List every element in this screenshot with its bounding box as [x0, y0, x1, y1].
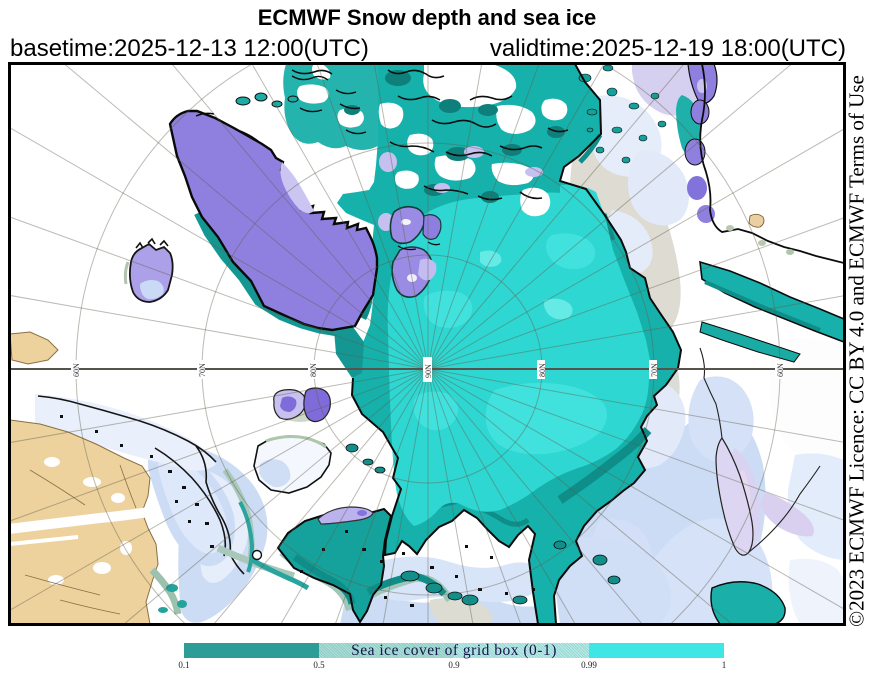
svg-text:80N: 80N: [309, 363, 318, 377]
svg-text:70N: 70N: [198, 363, 207, 377]
svg-text:60N: 60N: [776, 363, 785, 377]
svg-text:60N: 60N: [72, 363, 81, 377]
svg-text:90N: 90N: [424, 364, 433, 378]
svg-text:70N: 70N: [650, 363, 659, 377]
svg-text:80N: 80N: [538, 363, 547, 377]
